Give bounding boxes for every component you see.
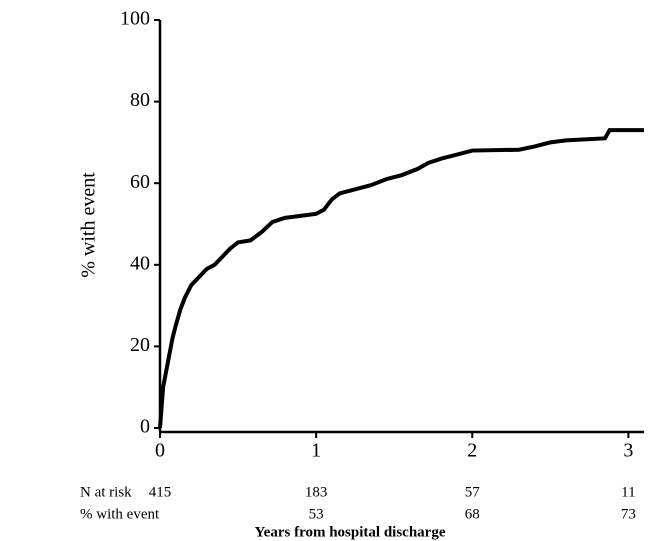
y-tick-label: 0: [140, 416, 150, 438]
event-curve: [158, 128, 644, 429]
risk-value: 11: [621, 484, 635, 500]
y-tick-label: 60: [130, 171, 150, 193]
risk-value: 68: [465, 506, 480, 522]
risk-value: 415: [149, 484, 172, 500]
y-axis-label: % with event: [78, 172, 100, 278]
risk-row-label: N at risk: [80, 484, 132, 500]
risk-value: 73: [621, 506, 636, 522]
risk-value: 53: [309, 506, 324, 522]
y-tick-label: 40: [130, 252, 150, 274]
x-tick-label: 0: [155, 440, 165, 462]
x-tick-label: 1: [311, 440, 321, 462]
x-tick-label: 3: [623, 440, 633, 462]
risk-row-label: % with event: [80, 506, 160, 522]
y-tick-label: 20: [130, 334, 150, 356]
risk-value: 183: [305, 484, 328, 500]
x-axis-label: Years from hospital discharge: [255, 524, 446, 540]
x-tick-label: 2: [467, 440, 477, 462]
y-tick-label: 80: [130, 89, 150, 111]
y-tick-label: 100: [120, 8, 150, 30]
risk-value: 57: [465, 484, 481, 500]
